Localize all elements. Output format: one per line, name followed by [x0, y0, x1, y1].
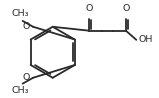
Text: OH: OH	[138, 35, 153, 44]
Text: CH₃: CH₃	[12, 86, 29, 95]
Text: CH₃: CH₃	[12, 9, 29, 18]
Text: O: O	[86, 4, 93, 13]
Text: O: O	[122, 4, 130, 13]
Text: O: O	[22, 22, 30, 31]
Text: O: O	[22, 73, 30, 82]
